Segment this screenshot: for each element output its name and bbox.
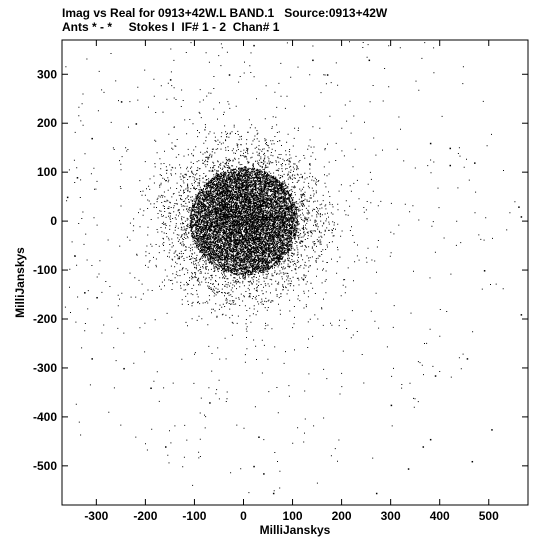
plot-frame [61,39,529,506]
scatter-points [64,41,516,494]
outlier-point [491,429,493,431]
outlier-point [429,142,432,145]
outlier-point [272,492,275,495]
x-tick-label: 400 [430,509,450,523]
outlier-point [253,44,255,47]
outlier-point [120,101,123,103]
outlier-point [434,375,437,377]
outlier-point [474,162,476,164]
outlier-point [169,79,172,81]
x-tick-label: 0 [240,509,247,523]
outlier-point [91,137,93,140]
plot-title: Imag vs Real for 0913+42W.L BAND.1 Sourc… [62,6,388,20]
outlier-point [96,296,98,299]
y-tick-label: 300 [37,67,57,81]
y-tick-label: 200 [37,116,57,130]
y-tick-label: 100 [37,165,57,179]
outlier-point [209,402,211,404]
outlier-point [471,460,474,463]
y-axis-label: MilliJanskys [13,247,27,318]
outlier-point [258,436,260,438]
outlier-point [74,255,76,257]
x-tick-label: 100 [283,509,303,523]
outlier-point [253,465,255,468]
outlier-point [84,292,86,294]
outlier-point [150,387,152,390]
outlier-point [123,367,125,370]
outlier-point [518,206,520,208]
outlier-point [520,216,523,218]
outlier-point [520,314,523,316]
y-tick-label: -100 [33,263,57,277]
outlier-point [407,468,410,470]
outlier-point [449,164,452,167]
x-tick-label: 200 [332,509,352,523]
y-tick-label: -200 [33,312,57,326]
data-points [64,41,523,495]
outlier-point [135,123,138,125]
x-axis-label: MilliJanskys [260,523,331,537]
outlier-point [390,404,393,407]
outlier-point [375,492,378,495]
axis-tick-labels: -300 -200 -100 0 100 200 300 400 500 300 200 100 0 -1… [33,67,499,523]
x-tick-label: -300 [84,509,108,523]
outlier-point [368,59,371,62]
outlier-point [312,59,314,62]
outlier-point [91,358,93,360]
y-tick-label: -300 [33,361,57,375]
x-tick-label: 500 [479,509,499,523]
outlier-point [466,358,469,360]
outlier-point [165,446,167,448]
outlier-point [422,446,425,448]
x-tick-label: -100 [182,509,206,523]
plot-subtitle: Ants * - * Stokes I IF# 1 - 2 Chan# 1 [62,20,280,34]
outlier-point [228,74,231,76]
y-tick-label: -500 [33,459,57,473]
outlier-point [429,438,432,441]
outlier-point [483,270,486,272]
x-tick-label: 300 [381,509,401,523]
outlier-point [66,196,69,199]
axis-ticks [62,40,528,505]
outlier-point [263,473,265,475]
outlier-point [326,74,329,76]
x-tick-label: -200 [133,509,157,523]
y-tick-label: 0 [50,214,57,228]
outlier-point [76,177,79,179]
y-tick-label: -400 [33,410,57,424]
outlier-point [449,147,452,150]
